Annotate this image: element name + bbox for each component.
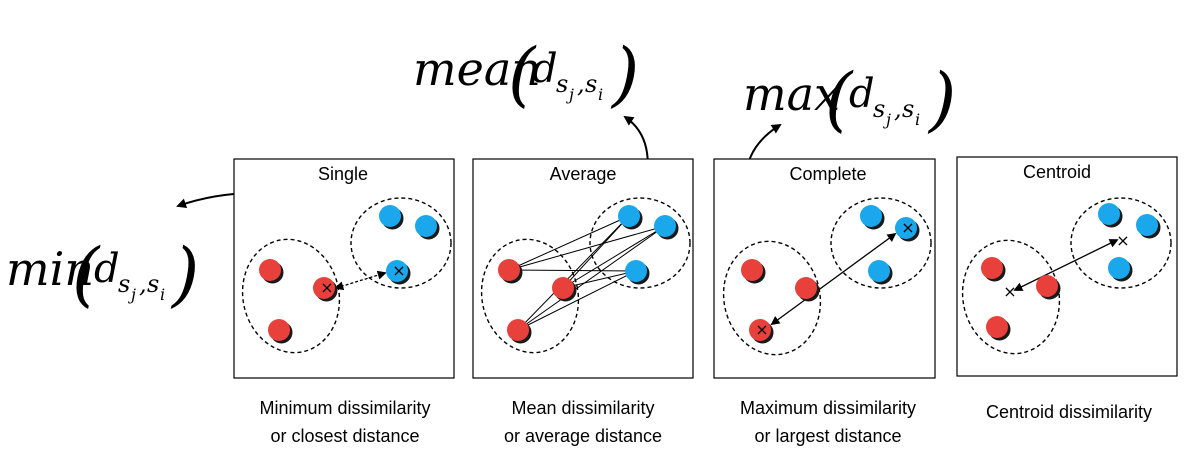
panel-average: Average bbox=[472, 158, 694, 379]
formula-mean: mean ( d s j , s i ) bbox=[413, 33, 639, 115]
panel-complete-title: Complete bbox=[789, 164, 866, 184]
formula-max: max ( d s j , s i ) bbox=[743, 58, 956, 140]
caption-average-line1: Mean dissimilarity bbox=[511, 398, 654, 418]
panel-complete: Complete × × bbox=[713, 158, 936, 379]
cluster-blue bbox=[589, 197, 691, 289]
formula-max-func: max bbox=[743, 67, 840, 121]
point-red bbox=[498, 259, 520, 281]
point-red bbox=[741, 259, 763, 281]
formula-max-sub2-sub: i bbox=[915, 110, 920, 129]
closest-mark-blue: × bbox=[392, 261, 405, 280]
point-blue bbox=[895, 217, 917, 239]
cluster-red bbox=[480, 238, 580, 354]
point-red bbox=[313, 277, 335, 299]
pairwise-link bbox=[508, 215, 630, 271]
point-blue bbox=[625, 260, 647, 282]
caption-single-line2: or closest distance bbox=[270, 426, 419, 446]
point-blue bbox=[1136, 214, 1158, 236]
caption-single-line1: Minimum dissimilarity bbox=[259, 398, 430, 418]
points-single bbox=[259, 205, 440, 344]
formula-min-base: d bbox=[94, 246, 120, 292]
min-distance-arrow bbox=[334, 270, 387, 291]
formula-max-sub1: s bbox=[873, 95, 885, 123]
point-red bbox=[749, 319, 771, 341]
formula-mean-sub2-sub: i bbox=[598, 85, 603, 104]
pairwise-link bbox=[508, 225, 666, 271]
formula-min-func: min bbox=[6, 242, 94, 296]
point-blue bbox=[654, 215, 676, 237]
point-blue bbox=[1108, 257, 1130, 279]
farthest-mark-blue: × bbox=[901, 218, 914, 237]
pairwise-link bbox=[517, 270, 637, 331]
point-blue bbox=[386, 260, 408, 282]
average-links bbox=[508, 215, 666, 331]
panel-centroid: Centroid × × bbox=[956, 156, 1178, 377]
formula-mean-paren-open: ( bbox=[508, 33, 537, 115]
formula-max-base: d bbox=[849, 71, 875, 117]
caption-complete-line2: or largest distance bbox=[754, 426, 901, 446]
panel-single: Single × × bbox=[233, 158, 455, 379]
panel-single-title: Single bbox=[318, 164, 368, 184]
pairwise-link bbox=[562, 225, 666, 289]
closest-mark-red: × bbox=[320, 278, 333, 297]
formula-min-paren-close: ) bbox=[170, 233, 199, 315]
formula-mean-func: mean bbox=[413, 42, 541, 96]
farthest-mark-red: × bbox=[755, 320, 768, 339]
point-red bbox=[981, 257, 1003, 279]
points-centroid bbox=[981, 203, 1161, 341]
points-complete bbox=[741, 205, 920, 344]
formula-max-sub2: s bbox=[902, 95, 914, 123]
max-distance-arrow bbox=[770, 232, 897, 326]
formula-mean-sub2: s bbox=[585, 70, 597, 98]
point-red bbox=[795, 277, 817, 299]
panel-centroid-title: Centroid bbox=[1023, 162, 1091, 182]
formula-min-paren-open: ( bbox=[72, 233, 101, 315]
formula-max-paren-close: ) bbox=[927, 58, 956, 140]
point-red bbox=[552, 277, 574, 299]
cluster-blue bbox=[350, 197, 452, 289]
caption-complete-line1: Maximum dissimilarity bbox=[740, 398, 916, 418]
point-red bbox=[259, 259, 281, 281]
svg-text:min: min bbox=[6, 242, 94, 296]
centroid-mark-blue: × bbox=[1116, 231, 1129, 250]
formula-mean-sub1: s bbox=[556, 70, 568, 98]
formula-mean-sep: , bbox=[577, 70, 585, 98]
formula-min-sub1-sub: j bbox=[128, 285, 136, 304]
point-blue bbox=[1098, 203, 1120, 225]
centroid-distance-arrow bbox=[1013, 239, 1119, 291]
formula-mean-sub1-sub: j bbox=[566, 85, 574, 104]
captions: Minimum dissimilarity or closest distanc… bbox=[259, 398, 1152, 446]
formula-mean-base: d bbox=[532, 46, 558, 92]
point-blue bbox=[860, 205, 882, 227]
svg-text:s: s bbox=[118, 270, 130, 298]
formula-max-sub1-sub: j bbox=[883, 110, 891, 129]
points-average bbox=[498, 205, 679, 344]
caption-average-line2: or average distance bbox=[504, 426, 662, 446]
panel-average-title: Average bbox=[550, 164, 617, 184]
point-blue bbox=[379, 205, 401, 227]
formula-max-paren-open: ( bbox=[825, 58, 854, 140]
point-red bbox=[268, 319, 290, 341]
centroid-mark-red: × bbox=[1003, 282, 1016, 301]
point-red bbox=[1036, 275, 1058, 297]
caption-centroid-line1: Centroid dissimilarity bbox=[986, 402, 1152, 422]
point-red bbox=[986, 316, 1008, 338]
formula-max-sep: , bbox=[894, 95, 902, 123]
pairwise-link bbox=[562, 270, 637, 289]
pairwise-link bbox=[508, 269, 637, 272]
pairwise-link bbox=[517, 215, 630, 331]
formula-mean-paren-close: ) bbox=[610, 33, 639, 115]
pairwise-link bbox=[517, 225, 666, 331]
point-blue bbox=[415, 215, 437, 237]
point-blue bbox=[868, 260, 890, 282]
point-red bbox=[507, 319, 529, 341]
formula-min-sub1: s bbox=[118, 270, 130, 298]
formula-min: min ( d s j , s i ) bbox=[6, 233, 199, 315]
point-blue bbox=[618, 205, 640, 227]
formula-min-sub2-sub: i bbox=[160, 285, 165, 304]
formula-min-sep: , bbox=[139, 270, 147, 298]
formula-min-sub2: s bbox=[147, 270, 159, 298]
